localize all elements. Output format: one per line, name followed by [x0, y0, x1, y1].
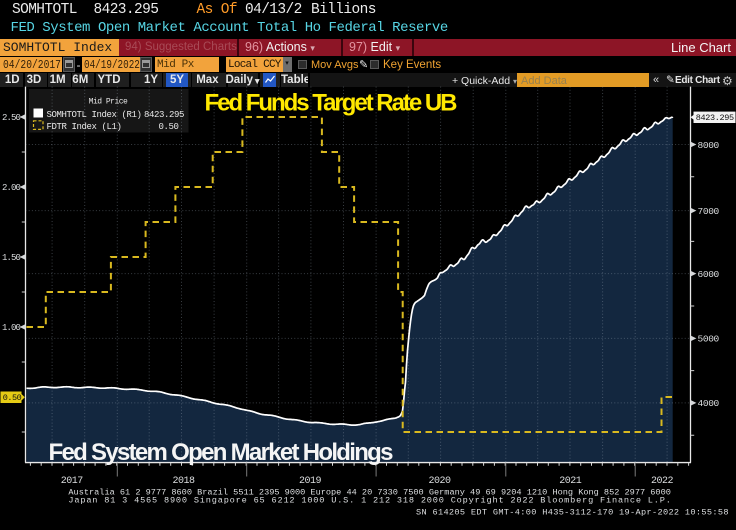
svg-text:2022: 2022: [651, 476, 674, 487]
svg-text:6000: 6000: [698, 269, 720, 280]
svg-text:Australia 61 2 9777 8600 Brazi: Australia 61 2 9777 8600 Brazil 5511 239…: [68, 488, 671, 498]
svg-text:SOMHTOTL Index (R1): SOMHTOTL Index (R1): [47, 110, 142, 120]
svg-text:0.50: 0.50: [158, 122, 178, 132]
svg-text:7000: 7000: [698, 206, 720, 217]
svg-text:2017: 2017: [61, 476, 84, 487]
svg-text:8423.295: 8423.295: [144, 110, 184, 120]
svg-text:Fed System Open Market Holding: Fed System Open Market Holdings: [49, 439, 394, 466]
svg-text:SN 614205 EDT GMT-4:00 H435-3: SN 614205 EDT GMT-4:00 H435-3112-170 19-…: [416, 507, 729, 517]
svg-text:2020: 2020: [428, 476, 451, 487]
svg-text:2.00: 2.00: [2, 183, 21, 193]
svg-text:4000: 4000: [698, 398, 720, 409]
svg-text:Japan 81 3 4565 8900 Sing: Japan 81 3 4565 8900 Singapore 65 6212 1…: [68, 496, 671, 506]
svg-text:1.50: 1.50: [2, 253, 21, 263]
svg-text:2018: 2018: [172, 476, 195, 487]
svg-text:FDTR Index (L1): FDTR Index (L1): [47, 122, 122, 132]
svg-text:0.50: 0.50: [3, 393, 22, 403]
svg-text:2021: 2021: [559, 476, 582, 487]
svg-text:2019: 2019: [299, 476, 322, 487]
svg-text:8000: 8000: [698, 140, 720, 151]
svg-text:1.00: 1.00: [2, 323, 21, 333]
svg-text:5000: 5000: [698, 334, 720, 345]
svg-text:2.50: 2.50: [2, 113, 21, 123]
svg-text:8423.295: 8423.295: [696, 113, 734, 123]
svg-text:Mid Price: Mid Price: [89, 97, 128, 106]
svg-text:Fed Funds Target Rate UB: Fed Funds Target Rate UB: [205, 89, 458, 116]
